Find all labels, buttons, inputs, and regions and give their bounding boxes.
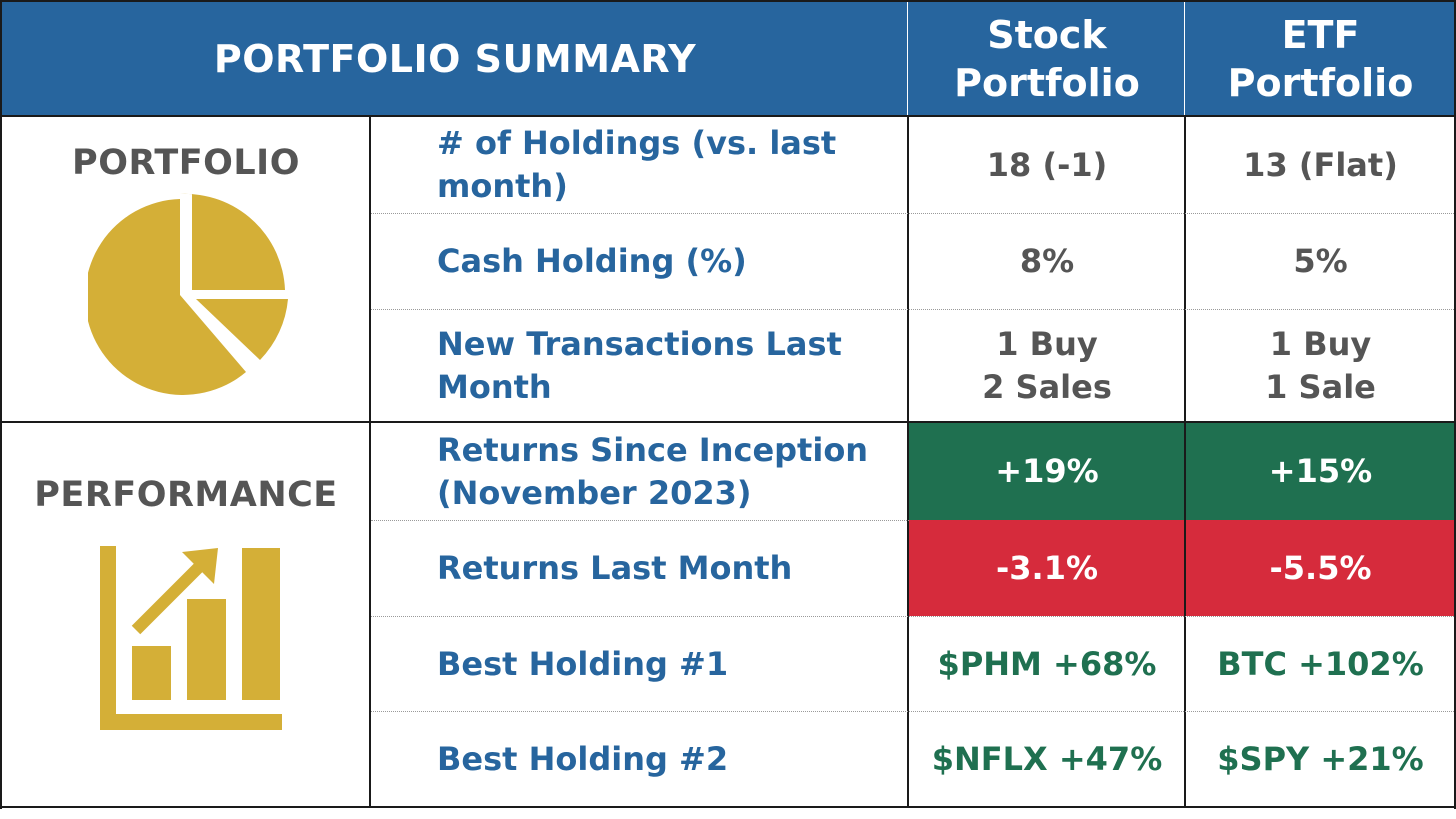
table-border <box>0 0 2 809</box>
pie-chart-icon <box>88 193 288 395</box>
stock-returns-last-month-value: -3.1% <box>995 549 1099 587</box>
etf-best-holding-2-value: $SPY +21% <box>1217 739 1424 778</box>
etf-transactions-value: 1 Buy 1 Sale <box>1265 324 1376 406</box>
header-bar <box>2 2 1455 115</box>
header-divider <box>907 2 908 115</box>
table-border <box>1454 0 1456 809</box>
row-divider <box>371 711 1454 712</box>
row-label-returns-last-month: Returns Last Month <box>437 549 793 587</box>
column-divider <box>1184 115 1186 808</box>
etf-cash-value: 5% <box>1293 242 1348 280</box>
etf-returns-last-month-value: -5.5% <box>1269 549 1372 587</box>
stock-transactions-value: 1 Buy 2 Sales <box>982 324 1112 406</box>
returns-last-month-fill <box>909 520 1455 616</box>
etf-best-holding-1-value: BTC +102% <box>1217 644 1424 683</box>
growth-chart-icon <box>100 546 282 730</box>
stock-best-holding-2-value: $NFLX +47% <box>931 739 1163 778</box>
column-divider <box>369 115 371 808</box>
table-border <box>0 0 1456 2</box>
etf-returns-since-inception-value: +15% <box>1268 452 1373 490</box>
section-title-performance: PERFORMANCE <box>34 475 338 515</box>
stock-best-holding-1-value: $PHM +68% <box>937 644 1157 683</box>
row-label-best-holding-1: Best Holding #1 <box>437 644 729 683</box>
row-label-returns-since-inception: Returns Since Inception (November 2023) <box>437 430 869 512</box>
row-divider <box>371 309 1454 310</box>
header-divider <box>1184 2 1185 115</box>
stock-cash-value: 8% <box>1019 242 1075 280</box>
table-bottom-border <box>0 806 1456 808</box>
stock-holdings-value: 18 (-1) <box>986 145 1108 184</box>
row-label-new-transactions: New Transactions Last Month <box>437 324 842 406</box>
table-title: PORTFOLIO SUMMARY <box>213 36 697 81</box>
row-label-best-holding-2: Best Holding #2 <box>437 739 729 778</box>
row-label-holdings: # of Holdings (vs. last month) <box>437 124 837 205</box>
etf-holdings-value: 13 (Flat) <box>1243 145 1398 184</box>
column-header-etf-portfolio: ETF Portfolio <box>1227 12 1414 105</box>
row-divider <box>371 520 909 521</box>
column-divider <box>907 115 909 808</box>
row-label-cash-holding: Cash Holding (%) <box>437 242 747 280</box>
section-title-portfolio: PORTFOLIO <box>72 143 300 183</box>
row-divider <box>371 616 1454 617</box>
column-header-stock-portfolio: Stock Portfolio <box>954 12 1140 105</box>
returns-since-inception-fill <box>909 423 1455 520</box>
section-divider <box>0 421 1456 423</box>
stock-returns-since-inception-value: +19% <box>995 452 1099 490</box>
row-divider <box>371 213 1454 214</box>
header-bottom-border <box>0 115 1456 117</box>
